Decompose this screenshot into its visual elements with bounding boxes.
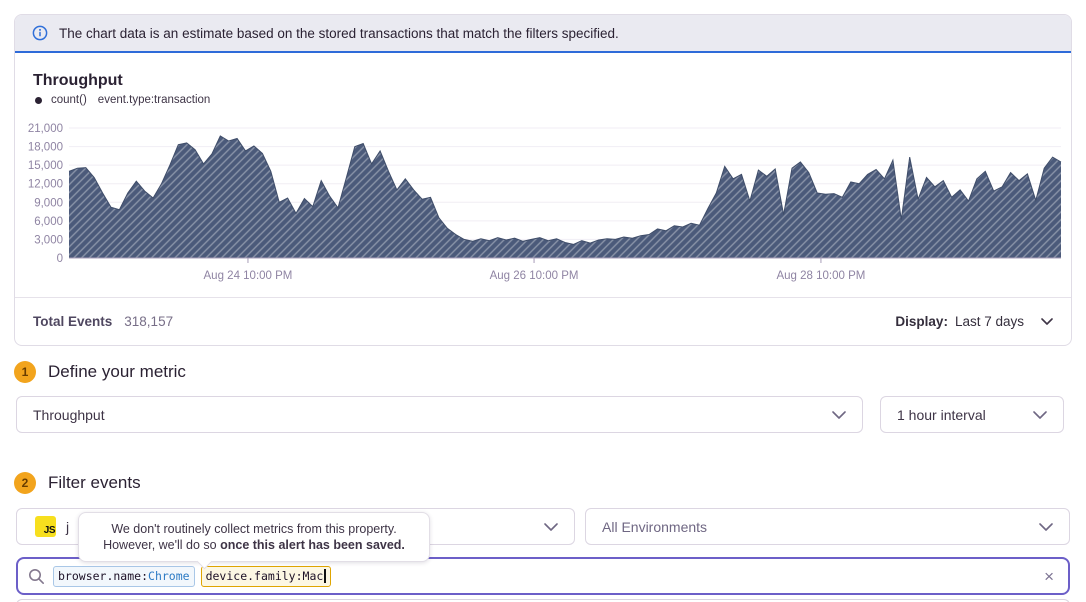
chart-legend: count() event.type:transaction (35, 94, 210, 106)
total-events-label: Total Events (33, 314, 113, 329)
interval-select[interactable]: 1 hour interval (880, 396, 1064, 433)
svg-text:9,000: 9,000 (34, 197, 63, 209)
chart-footer: Total Events 318,157 Display: Last 7 day… (15, 297, 1071, 345)
svg-text:Aug 28 10:00 PM: Aug 28 10:00 PM (776, 270, 865, 282)
legend-series: count() (51, 94, 87, 106)
total-events-value: 318,157 (124, 314, 174, 329)
filter-token-browser-name[interactable]: browser.name: Chrome (53, 565, 195, 587)
chevron-down-icon (1041, 318, 1053, 325)
search-icon (29, 568, 44, 584)
info-icon (32, 25, 48, 41)
project-select-value: j (66, 518, 70, 535)
environment-select[interactable]: All Environments (585, 508, 1070, 545)
text-caret (324, 569, 326, 583)
chevron-down-icon (1033, 410, 1047, 419)
step-2-badge: 2 (14, 472, 36, 494)
section-2-title: Filter events (48, 473, 141, 492)
display-range-dropdown[interactable]: Display: Last 7 days (895, 314, 1053, 329)
svg-text:21,000: 21,000 (28, 123, 63, 135)
info-banner: The chart data is an estimate based on t… (15, 15, 1071, 53)
svg-text:18,000: 18,000 (28, 142, 63, 154)
search-filter-input[interactable]: browser.name: Chrome device.family: Mac × (16, 557, 1070, 595)
legend-dot-icon (35, 96, 42, 104)
svg-text:15,000: 15,000 (28, 160, 63, 172)
chart-title: Throughput (33, 72, 123, 89)
svg-text:0: 0 (57, 253, 63, 265)
info-banner-text: The chart data is an estimate based on t… (59, 25, 619, 41)
environment-select-value: All Environments (602, 518, 708, 535)
clear-search-icon[interactable]: × (1044, 566, 1054, 586)
filter-token-device-family[interactable]: device.family: Mac (200, 565, 331, 587)
interval-select-value: 1 hour interval (897, 406, 986, 423)
display-value: Last 7 days (954, 314, 1024, 329)
section-define-metric: 1 Define your metric (14, 361, 186, 383)
chevron-down-icon (1039, 522, 1053, 531)
display-label: Display: (895, 314, 948, 329)
metric-property-tooltip: We don't routinely collect metrics from … (78, 512, 430, 570)
svg-text:Aug 26 10:00 PM: Aug 26 10:00 PM (490, 270, 579, 282)
svg-text:12,000: 12,000 (28, 179, 63, 191)
svg-text:6,000: 6,000 (34, 216, 63, 228)
svg-text:Aug 24 10:00 PM: Aug 24 10:00 PM (204, 270, 293, 282)
javascript-platform-icon: JS (35, 516, 56, 537)
section-filter-events: 2 Filter events (14, 472, 141, 494)
metric-select[interactable]: Throughput (16, 396, 863, 433)
metric-select-value: Throughput (33, 406, 105, 423)
tooltip-line1: We don't routinely collect metrics from … (111, 522, 397, 536)
tooltip-line2: However, we'll do so once this alert has… (103, 538, 405, 552)
throughput-area-chart: 21,000 18,000 15,000 12,000 9,000 6,000 3,000 0… (28, 123, 1062, 282)
chevron-down-icon (544, 522, 558, 531)
filter-token-list: browser.name: Chrome device.family: Mac (53, 565, 1044, 587)
section-1-title: Define your metric (48, 362, 186, 381)
chart-card: The chart data is an estimate based on t… (14, 14, 1072, 346)
legend-filter: event.type:transaction (97, 94, 211, 106)
svg-text:3,000: 3,000 (34, 234, 63, 246)
chevron-down-icon (832, 410, 846, 419)
step-1-badge: 1 (14, 361, 36, 383)
